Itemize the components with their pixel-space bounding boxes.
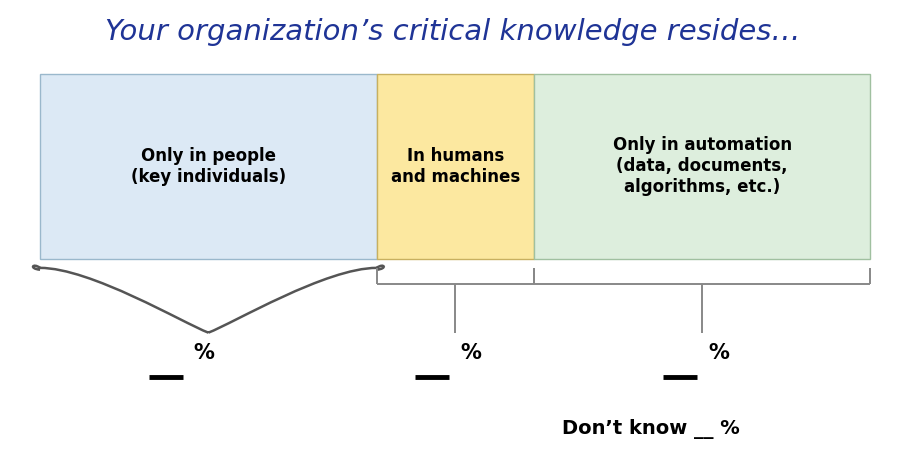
Text: Don’t know __ %: Don’t know __ %	[562, 419, 739, 439]
Text: %: %	[194, 343, 215, 364]
Text: Only in automation
(data, documents,
algorithms, etc.): Only in automation (data, documents, alg…	[612, 136, 792, 196]
FancyBboxPatch shape	[40, 73, 377, 259]
Text: In humans
and machines: In humans and machines	[390, 146, 520, 186]
FancyBboxPatch shape	[377, 73, 534, 259]
Text: %: %	[460, 343, 481, 364]
Text: %: %	[708, 343, 728, 364]
Text: Your organization’s critical knowledge resides…: Your organization’s critical knowledge r…	[105, 18, 801, 46]
Text: Only in people
(key individuals): Only in people (key individuals)	[130, 146, 286, 186]
FancyBboxPatch shape	[534, 73, 871, 259]
